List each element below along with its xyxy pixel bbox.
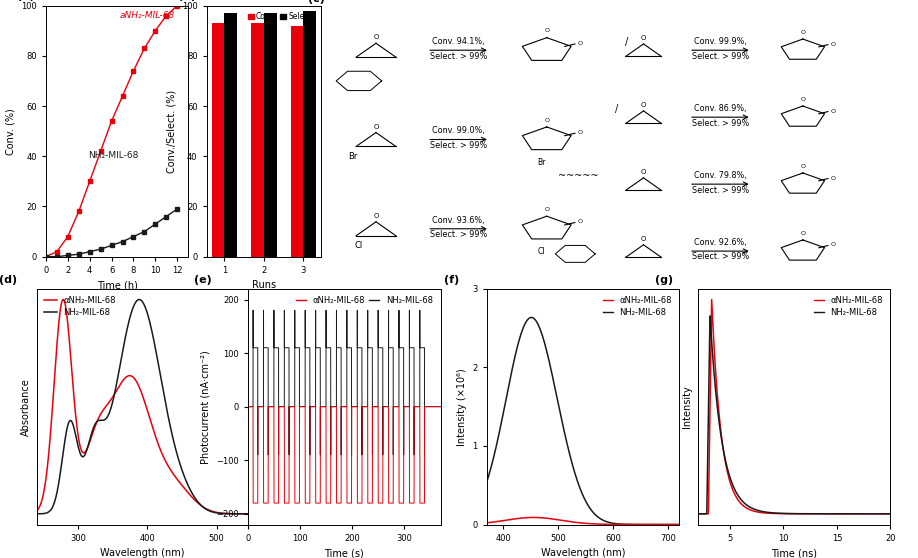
Legend: αNH₂-MIL-68, NH₂-MIL-68: αNH₂-MIL-68, NH₂-MIL-68 (599, 293, 675, 320)
Legend: Conv., Select.: Conv., Select. (244, 9, 318, 25)
X-axis label: Runs: Runs (252, 280, 276, 290)
Text: (e): (e) (194, 275, 212, 285)
Text: ~~~~~: ~~~~~ (558, 171, 599, 181)
Text: Conv. 93.6%,: Conv. 93.6%, (432, 215, 485, 225)
Text: O: O (800, 97, 805, 102)
Text: O: O (577, 130, 583, 135)
Text: O: O (641, 35, 646, 41)
X-axis label: Wavelength (nm): Wavelength (nm) (541, 548, 625, 558)
Text: Conv. 92.6%,: Conv. 92.6%, (694, 238, 746, 247)
Text: O: O (544, 207, 549, 212)
X-axis label: Time (ns): Time (ns) (771, 548, 817, 558)
Text: Cl: Cl (355, 241, 363, 251)
Bar (264, 13, 276, 257)
X-axis label: Time (s): Time (s) (324, 548, 364, 558)
Text: (g): (g) (655, 275, 674, 285)
Text: Br: Br (537, 157, 545, 167)
Text: O: O (577, 41, 583, 46)
Text: NH₂-MIL-68: NH₂-MIL-68 (89, 151, 139, 160)
Text: /: / (625, 37, 628, 47)
Text: O: O (641, 102, 646, 108)
Y-axis label: Intensity (×10⁶): Intensity (×10⁶) (456, 368, 466, 445)
Bar (252, 23, 264, 257)
Y-axis label: Intensity: Intensity (682, 385, 692, 428)
Text: O: O (830, 176, 835, 180)
X-axis label: Time (h): Time (h) (96, 280, 138, 290)
Legend: αNH₂-MIL-68, NH₂-MIL-68: αNH₂-MIL-68, NH₂-MIL-68 (293, 293, 436, 309)
Legend: αNH₂-MIL-68, NH₂-MIL-68: αNH₂-MIL-68, NH₂-MIL-68 (41, 293, 119, 320)
Text: O: O (800, 164, 805, 169)
Text: Select. > 99%: Select. > 99% (692, 119, 749, 128)
Text: Conv. 99.9%,: Conv. 99.9%, (694, 37, 746, 46)
Text: O: O (800, 231, 805, 235)
Text: Select. > 99%: Select. > 99% (692, 52, 749, 61)
Text: O: O (641, 169, 646, 175)
Text: (c): (c) (308, 0, 325, 4)
Text: aNH₂-MIL-68: aNH₂-MIL-68 (120, 11, 175, 20)
Text: O: O (374, 35, 379, 41)
Text: Cl: Cl (537, 247, 544, 256)
Text: O: O (830, 109, 835, 113)
Legend: αNH₂-MIL-68, NH₂-MIL-68: αNH₂-MIL-68, NH₂-MIL-68 (811, 293, 886, 320)
Text: (d): (d) (0, 275, 17, 285)
Y-axis label: Absorbance: Absorbance (21, 378, 31, 436)
Text: Select. > 99%: Select. > 99% (430, 230, 487, 239)
Text: Br: Br (349, 152, 358, 161)
Text: O: O (544, 28, 549, 33)
Text: O: O (641, 236, 646, 242)
Text: Select. > 99%: Select. > 99% (692, 185, 749, 195)
Text: O: O (577, 219, 583, 224)
Text: Conv. 99.0%,: Conv. 99.0%, (432, 126, 485, 136)
Text: (f): (f) (444, 275, 459, 285)
Text: Select. > 99%: Select. > 99% (430, 52, 487, 61)
Bar (224, 13, 237, 257)
Text: Conv. 94.1%,: Conv. 94.1%, (432, 37, 485, 46)
Text: O: O (830, 243, 835, 247)
Bar (304, 11, 316, 257)
Text: O: O (830, 42, 835, 46)
Y-axis label: Conv. (%): Conv. (%) (6, 108, 16, 155)
Bar (212, 23, 224, 257)
Text: Select. > 99%: Select. > 99% (430, 141, 487, 150)
Text: /: / (615, 104, 619, 114)
Text: O: O (800, 30, 805, 35)
Y-axis label: Photocurrent (nA·cm⁻²): Photocurrent (nA·cm⁻²) (200, 350, 210, 464)
Text: Conv. 79.8%,: Conv. 79.8%, (694, 171, 746, 180)
Text: Conv. 86.9%,: Conv. 86.9%, (694, 104, 746, 113)
Y-axis label: Conv./Select. (%): Conv./Select. (%) (166, 90, 176, 172)
Text: Select. > 99%: Select. > 99% (692, 252, 749, 262)
Text: O: O (374, 124, 379, 130)
Text: O: O (374, 213, 379, 219)
Text: O: O (544, 118, 549, 123)
X-axis label: Wavelength (nm): Wavelength (nm) (100, 548, 185, 558)
Bar (291, 26, 304, 257)
